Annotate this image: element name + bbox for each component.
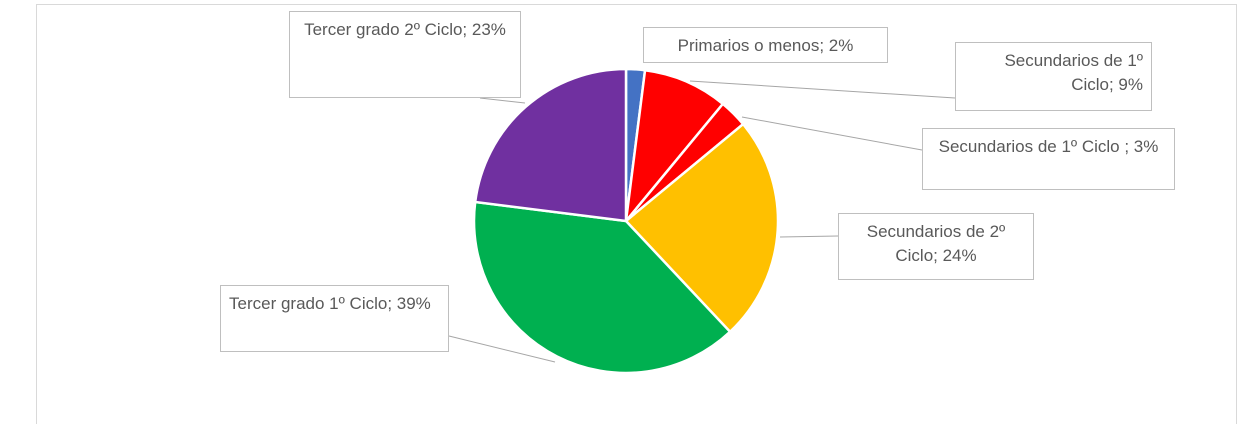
leader-line: [448, 335, 556, 363]
leader-line: [779, 235, 839, 238]
data-label: Secundarios de 2º Ciclo; 24%: [838, 213, 1034, 280]
leader-line: [741, 116, 923, 151]
chart-border: [36, 4, 1237, 424]
pie-slice: [472, 200, 732, 375]
data-label: Secundarios de 1º Ciclo ; 3%: [922, 128, 1175, 190]
leader-line: [689, 80, 956, 99]
data-label: Tercer grado 1º Ciclo; 39%: [220, 285, 449, 352]
pie: [472, 67, 780, 375]
pie-slice: [624, 68, 725, 226]
leader-line: [479, 97, 526, 104]
data-label: Secundarios de 1º Ciclo; 9%: [955, 42, 1152, 111]
pie-slice: [473, 67, 628, 223]
data-label: Primarios o menos; 2%: [643, 27, 888, 63]
data-label: Tercer grado 2º Ciclo; 23%: [289, 11, 521, 98]
pie-slice: [624, 122, 780, 334]
leader-lines: [448, 80, 956, 363]
